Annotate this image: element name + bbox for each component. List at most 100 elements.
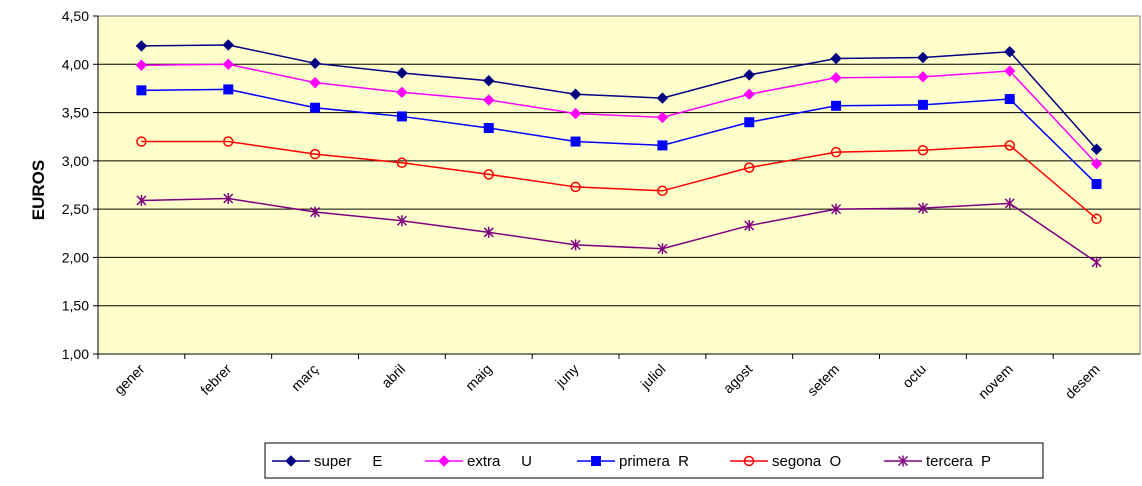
data-point	[309, 57, 321, 70]
data-point	[657, 140, 668, 151]
y-tick-label: 3,50	[62, 105, 89, 121]
legend-label: primera R	[619, 453, 689, 470]
x-tick-label: juliol	[637, 361, 669, 393]
data-point	[223, 193, 234, 205]
gridlines	[98, 63, 1140, 307]
series-line	[141, 140, 1098, 220]
data-point	[744, 117, 755, 128]
data-point	[309, 76, 321, 89]
data-point	[1090, 158, 1103, 170]
legend-label: super E	[314, 453, 382, 470]
data-point	[222, 58, 234, 70]
data-point	[656, 111, 669, 124]
x-tick-label: juny	[552, 361, 582, 391]
x-tick-label: novem	[975, 361, 1016, 402]
x-tick-label: març	[288, 361, 321, 394]
data-point	[483, 74, 495, 87]
series-line	[141, 88, 1098, 185]
series-3	[136, 136, 1102, 225]
data-point	[396, 215, 407, 227]
x-tick-label: setem	[804, 361, 842, 399]
data-point	[1004, 197, 1015, 209]
legend-entry: super E	[272, 453, 382, 470]
data-point	[483, 94, 495, 106]
data-point	[830, 146, 842, 158]
data-point	[396, 111, 407, 122]
data-point	[1004, 65, 1016, 77]
data-point	[1004, 140, 1015, 151]
data-point	[135, 59, 148, 71]
x-tick-label: abril	[378, 361, 408, 391]
series-2	[136, 84, 1102, 190]
data-point	[917, 71, 929, 83]
data-point	[917, 51, 929, 64]
series-1	[135, 58, 1103, 170]
data-point	[591, 456, 601, 466]
x-tick-label: gener	[111, 361, 148, 398]
data-point	[1004, 94, 1015, 105]
series-line	[141, 44, 1098, 150]
x-tick-label: octu	[899, 361, 929, 391]
data-point	[917, 202, 928, 214]
data-point	[656, 92, 669, 104]
series-line	[141, 63, 1098, 165]
data-point	[222, 39, 234, 51]
data-point	[1091, 213, 1102, 225]
series-line	[141, 197, 1098, 263]
legend-label: tercera P	[926, 453, 991, 470]
data-point	[917, 144, 929, 156]
x-tick-label: desem	[1062, 361, 1103, 402]
data-point	[136, 85, 147, 96]
data-point	[309, 148, 321, 160]
x-tick-label: agost	[720, 361, 756, 397]
data-point	[396, 67, 408, 79]
data-point	[135, 40, 148, 52]
data-point	[744, 162, 755, 173]
data-point	[743, 88, 755, 100]
data-point	[657, 185, 668, 197]
legend-entry: segona O	[730, 453, 841, 470]
data-point	[483, 123, 494, 134]
plot-area	[97, 15, 1141, 355]
data-point	[223, 84, 234, 95]
data-point	[483, 226, 494, 238]
data-point	[743, 455, 755, 467]
legend-label: extra U	[467, 453, 532, 470]
data-point	[657, 243, 668, 255]
data-point	[136, 136, 147, 147]
data-point	[897, 455, 909, 467]
data-point	[831, 203, 842, 215]
y-tick-label: 2,50	[62, 201, 89, 217]
data-point	[569, 88, 582, 100]
y-tick-label: 1,50	[62, 298, 89, 314]
data-point	[570, 239, 581, 251]
data-point	[1091, 179, 1102, 190]
series-0	[135, 39, 1103, 155]
data-point	[285, 455, 297, 467]
data-point	[830, 72, 842, 84]
data-point	[1004, 46, 1016, 58]
y-tick-label: 4,50	[62, 8, 89, 24]
legend-label: segona O	[772, 453, 841, 470]
x-axis-categories: gener febrer març abril maig juny juliol agost s…	[97, 354, 1103, 402]
data-point	[569, 107, 582, 120]
data-point	[744, 220, 755, 232]
legend-entry: primera R	[577, 453, 689, 470]
x-tick-label: maig	[462, 361, 495, 394]
data-point	[396, 86, 408, 98]
series	[135, 39, 1103, 268]
data-point	[831, 100, 842, 111]
y-tick-label: 2,00	[62, 249, 89, 265]
data-point	[743, 69, 755, 81]
y-tick-label: 1,00	[62, 346, 89, 362]
legend-entry: tercera P	[884, 453, 991, 470]
data-point	[223, 136, 234, 147]
x-tick-label: febrer	[197, 361, 234, 398]
legend-entry: extra U	[425, 453, 532, 470]
data-point	[1091, 256, 1102, 268]
data-point	[310, 206, 321, 218]
data-point	[310, 102, 321, 113]
data-point	[136, 194, 147, 206]
